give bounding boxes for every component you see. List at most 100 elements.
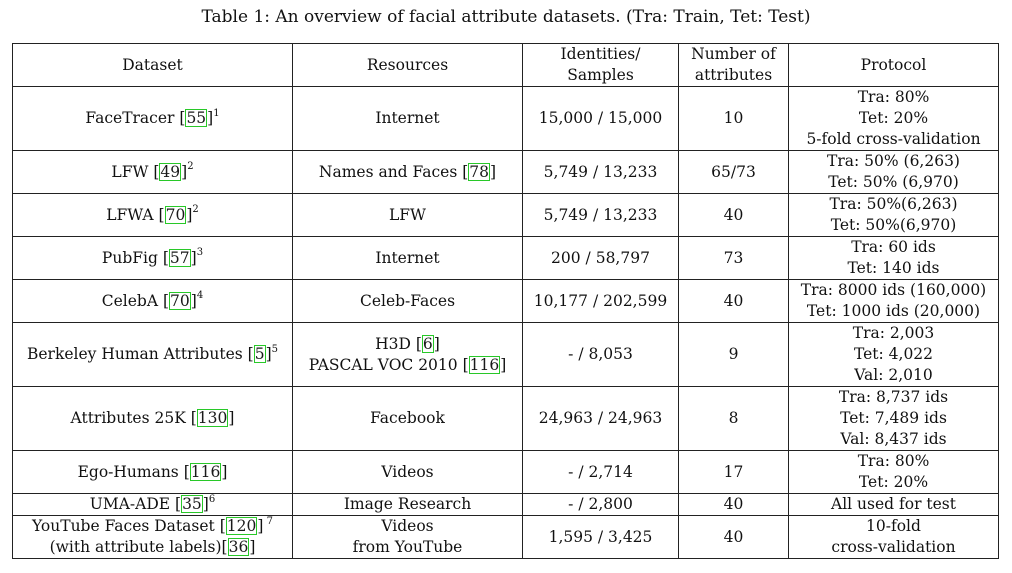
protocol-line: Val: 8,437 ids — [840, 430, 947, 448]
citation-link[interactable]: 5 — [254, 345, 265, 363]
dataset-name: UMA-ADE — [89, 495, 175, 513]
attributes-cell: 40 — [678, 193, 789, 237]
protocol-line: Tet: 20% — [858, 109, 929, 127]
protocol-line: cross-validation — [831, 538, 956, 556]
samples-cell: 24,963 / 24,963 — [522, 386, 679, 451]
attributes-cell: 10 — [678, 86, 789, 151]
protocol-cell: Tra: 2,003 Tet: 4,022 Val: 2,010 — [788, 322, 999, 387]
table-row: Attributes 25K [130] Facebook 24,963 / 2… — [12, 386, 999, 451]
resources-line: PASCAL VOC 2010 [116] — [308, 355, 507, 374]
protocol-line: Tra: 80% — [857, 88, 930, 106]
protocol-cell: Tra: 50%(6,263) Tet: 50%(6,970) — [788, 193, 999, 237]
footnote-mark: 3 — [196, 247, 204, 259]
footnote-mark: 4 — [196, 290, 204, 302]
attributes-cell: 17 — [678, 450, 789, 494]
table-caption: Table 1: An overview of facial attribute… — [201, 7, 811, 27]
dataset-name: LFW — [111, 162, 154, 181]
protocol-line: Val: 2,010 — [854, 366, 933, 384]
resources-cell: LFW — [292, 193, 523, 237]
resources-cell: Videos from YouTube — [292, 515, 523, 559]
header-resources: Resources — [292, 43, 523, 87]
protocol-line: Tet: 140 ids — [847, 259, 940, 277]
protocol-line: 10-fold — [866, 517, 921, 535]
footnote-mark: 6 — [208, 493, 216, 505]
resources-cell: Videos — [292, 450, 523, 494]
dataset-cell: Berkeley Human Attributes [5]5 — [12, 322, 293, 387]
table-row: Ego-Humans [116] Videos - / 2,714 17 Tra… — [12, 450, 999, 494]
protocol-line: Tra: 60 ids — [851, 238, 936, 256]
header-attributes: Number of attributes — [678, 43, 789, 87]
attributes-cell: 65/73 — [678, 150, 789, 194]
header-identities-line2: Samples — [567, 66, 634, 84]
citation-link[interactable]: 116 — [190, 462, 221, 481]
protocol-line: Tra: 80% — [857, 452, 930, 470]
dataset-cell: PubFig [57]3 — [12, 236, 293, 280]
dataset-cell: Attributes 25K [130] — [12, 386, 293, 451]
resources-line: H3D [6] — [375, 334, 440, 353]
resources-line: Videos — [381, 517, 434, 535]
protocol-line: Tet: 1000 ids (20,000) — [806, 302, 981, 320]
dataset-name: LFWA — [106, 205, 159, 224]
dataset-cell: Ego-Humans [116] — [12, 450, 293, 494]
resources-cell: H3D [6] PASCAL VOC 2010 [116] — [292, 322, 523, 387]
protocol-line: Tet: 50% (6,970) — [828, 173, 959, 191]
dataset-name: PubFig — [101, 248, 163, 267]
samples-cell: 1,595 / 3,425 — [522, 515, 679, 559]
citation-link[interactable]: 35 — [182, 495, 202, 513]
header-protocol: Protocol — [788, 43, 999, 87]
resources-cell: Celeb-Faces — [292, 279, 523, 323]
header-dataset: Dataset — [12, 43, 293, 87]
header-attributes-line2: attributes — [694, 66, 773, 84]
citation-link[interactable]: 70 — [170, 291, 190, 310]
dataset-cell: FaceTracer [55]1 — [12, 86, 293, 151]
citation-link[interactable]: 55 — [186, 109, 207, 127]
protocol-cell: Tra: 50% (6,263) Tet: 50% (6,970) — [788, 150, 999, 194]
footnote-mark: 5 — [271, 343, 278, 355]
dataset-name-line: YouTube Faces Dataset [120] 7 — [32, 515, 273, 536]
citation-link[interactable]: 130 — [197, 409, 228, 427]
resources-cell: Internet — [292, 86, 523, 151]
footnote-mark: 1 — [213, 107, 220, 119]
resources-cell: Internet — [292, 236, 523, 280]
header-identities-line1: Identities/ — [560, 45, 641, 63]
protocol-line: Tet: 4,022 — [853, 345, 934, 363]
samples-cell: 200 / 58,797 — [522, 236, 679, 280]
citation-link[interactable]: 57 — [169, 248, 190, 267]
citation-link[interactable]: 116 — [469, 355, 500, 374]
table-row: PubFig [57]3 Internet 200 / 58,797 73 Tr… — [12, 236, 999, 280]
resources-line: from YouTube — [352, 538, 463, 556]
protocol-line: Tet: 50%(6,970) — [830, 216, 957, 234]
dataset-name: Berkeley Human Attributes — [26, 345, 248, 363]
protocol-cell: Tra: 8,737 ids Tet: 7,489 ids Val: 8,437… — [788, 386, 999, 451]
samples-cell: 10,177 / 202,599 — [522, 279, 679, 323]
dataset-name-suffix: (with attribute labels) — [49, 538, 222, 556]
header-attributes-line1: Number of — [691, 45, 776, 63]
citation-link[interactable]: 6 — [422, 334, 433, 353]
citation-link[interactable]: 78 — [469, 162, 490, 181]
dataset-cell: CelebA [70]4 — [12, 279, 293, 323]
samples-cell: 5,749 / 13,233 — [522, 193, 679, 237]
samples-cell: - / 2,800 — [522, 493, 679, 516]
table-row: YouTube Faces Dataset [120] 7 (with attr… — [12, 515, 999, 559]
dataset-cell: UMA-ADE [35]6 — [12, 493, 293, 516]
protocol-line: Tra: 8,737 ids — [838, 388, 949, 406]
samples-cell: 5,749 / 13,233 — [522, 150, 679, 194]
resources-text: PASCAL VOC 2010 — [308, 355, 463, 374]
citation-link[interactable]: 70 — [165, 205, 186, 224]
resources-text: H3D — [375, 334, 416, 353]
citation-link[interactable]: 36 — [228, 538, 249, 556]
attributes-cell: 40 — [678, 493, 789, 516]
citation-link[interactable]: 49 — [160, 162, 181, 181]
protocol-line: All used for test — [831, 495, 956, 513]
header-identities: Identities/ Samples — [522, 43, 679, 87]
dataset-name-line: (with attribute labels)[36] — [49, 538, 256, 556]
attributes-cell: 9 — [678, 322, 789, 387]
table-row: LFW [49]2 Names and Faces [78] 5,749 / 1… — [12, 150, 999, 194]
protocol-cell: Tra: 80% Tet: 20% — [788, 450, 999, 494]
attributes-cell: 8 — [678, 386, 789, 451]
samples-cell: - / 8,053 — [522, 322, 679, 387]
protocol-line: Tet: 20% — [858, 473, 929, 491]
attributes-cell: 73 — [678, 236, 789, 280]
citation-link[interactable]: 120 — [226, 517, 257, 535]
dataset-name: Attributes 25K — [70, 409, 191, 427]
